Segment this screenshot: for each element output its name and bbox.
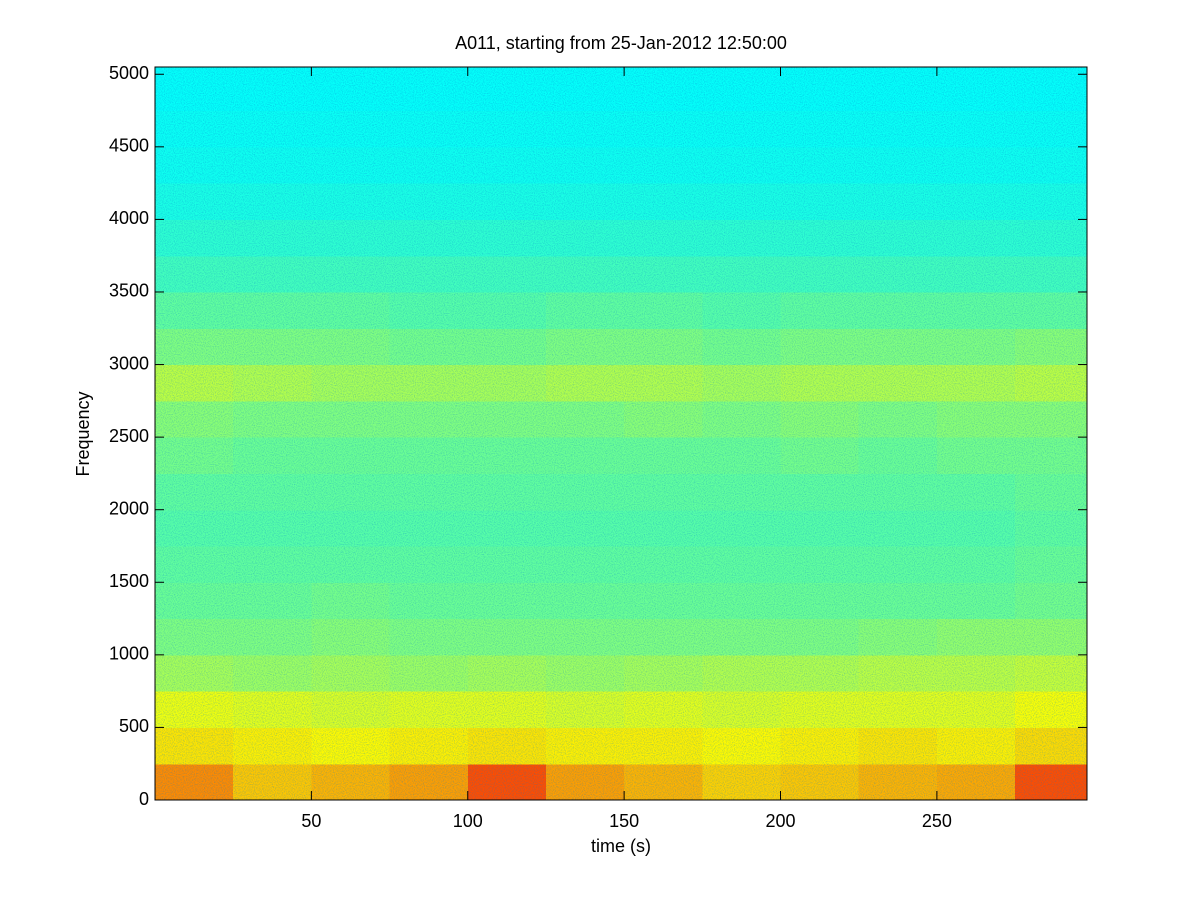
y-tick-label: 2500 (109, 426, 149, 446)
chart-title: A011, starting from 25-Jan-2012 12:50:00 (455, 33, 787, 53)
y-tick-label: 3000 (109, 353, 149, 373)
y-tick-label: 1000 (109, 644, 149, 664)
x-tick-label: 250 (922, 811, 952, 831)
y-tick-label: 3500 (109, 281, 149, 301)
y-tick-label: 2000 (109, 498, 149, 518)
x-tick-label: 50 (301, 811, 321, 831)
x-tick-label: 100 (453, 811, 483, 831)
x-tick-label: 150 (609, 811, 639, 831)
y-axis-label: Frequency (73, 391, 93, 476)
x-axis-label: time (s) (591, 836, 651, 856)
y-tick-label: 4500 (109, 136, 149, 156)
x-tick-label: 200 (765, 811, 795, 831)
y-tick-label: 4000 (109, 208, 149, 228)
y-tick-label: 1500 (109, 571, 149, 591)
texture (155, 67, 1087, 800)
y-tick-label: 0 (139, 789, 149, 809)
y-tick-label: 5000 (109, 63, 149, 83)
y-tick-label: 500 (119, 716, 149, 736)
plot-frame (154, 66, 1088, 801)
